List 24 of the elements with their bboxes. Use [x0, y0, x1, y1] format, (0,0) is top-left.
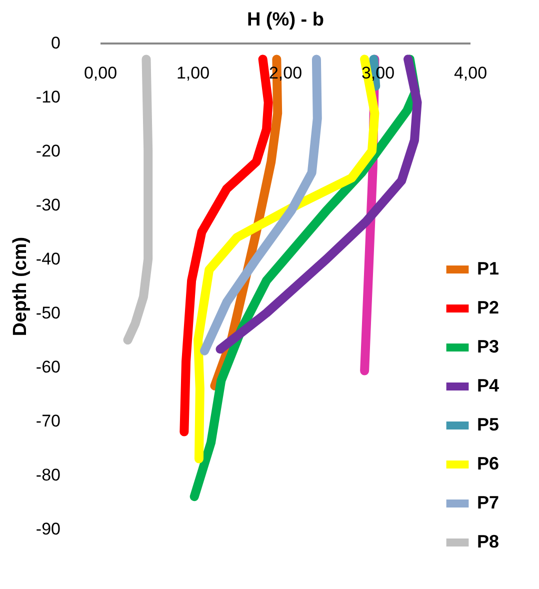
legend-label: P8 [477, 532, 500, 552]
y-tick-label: 0 [51, 34, 60, 52]
y-tick-label: -20 [36, 142, 60, 160]
x-axis-title: H (%) - b [246, 10, 324, 30]
y-tick-label: -90 [36, 520, 60, 538]
y-tick-label: -50 [36, 304, 60, 322]
y-tick-label: -60 [36, 358, 60, 376]
y-axis-title: Depth (cm) [10, 236, 31, 336]
legend-label: P2 [477, 298, 500, 318]
y-tick-label: -80 [36, 466, 60, 484]
x-tick-label: 3,00 [361, 64, 395, 82]
x-tick-label: 0,00 [84, 64, 118, 82]
legend-label: P6 [477, 454, 500, 474]
x-tick-label: 4,00 [454, 64, 488, 82]
x-tick-label: 1,00 [176, 64, 210, 82]
y-tick-label: -70 [36, 412, 60, 430]
y-tick-label: -10 [36, 88, 60, 106]
y-tick-label: -30 [36, 196, 60, 214]
legend-label: P5 [477, 414, 500, 434]
legend-label: P4 [477, 376, 500, 396]
legend-label: P1 [477, 258, 500, 278]
legend-label: P3 [477, 336, 500, 356]
y-tick-label: -40 [36, 250, 60, 268]
legend-label: P7 [477, 492, 500, 512]
